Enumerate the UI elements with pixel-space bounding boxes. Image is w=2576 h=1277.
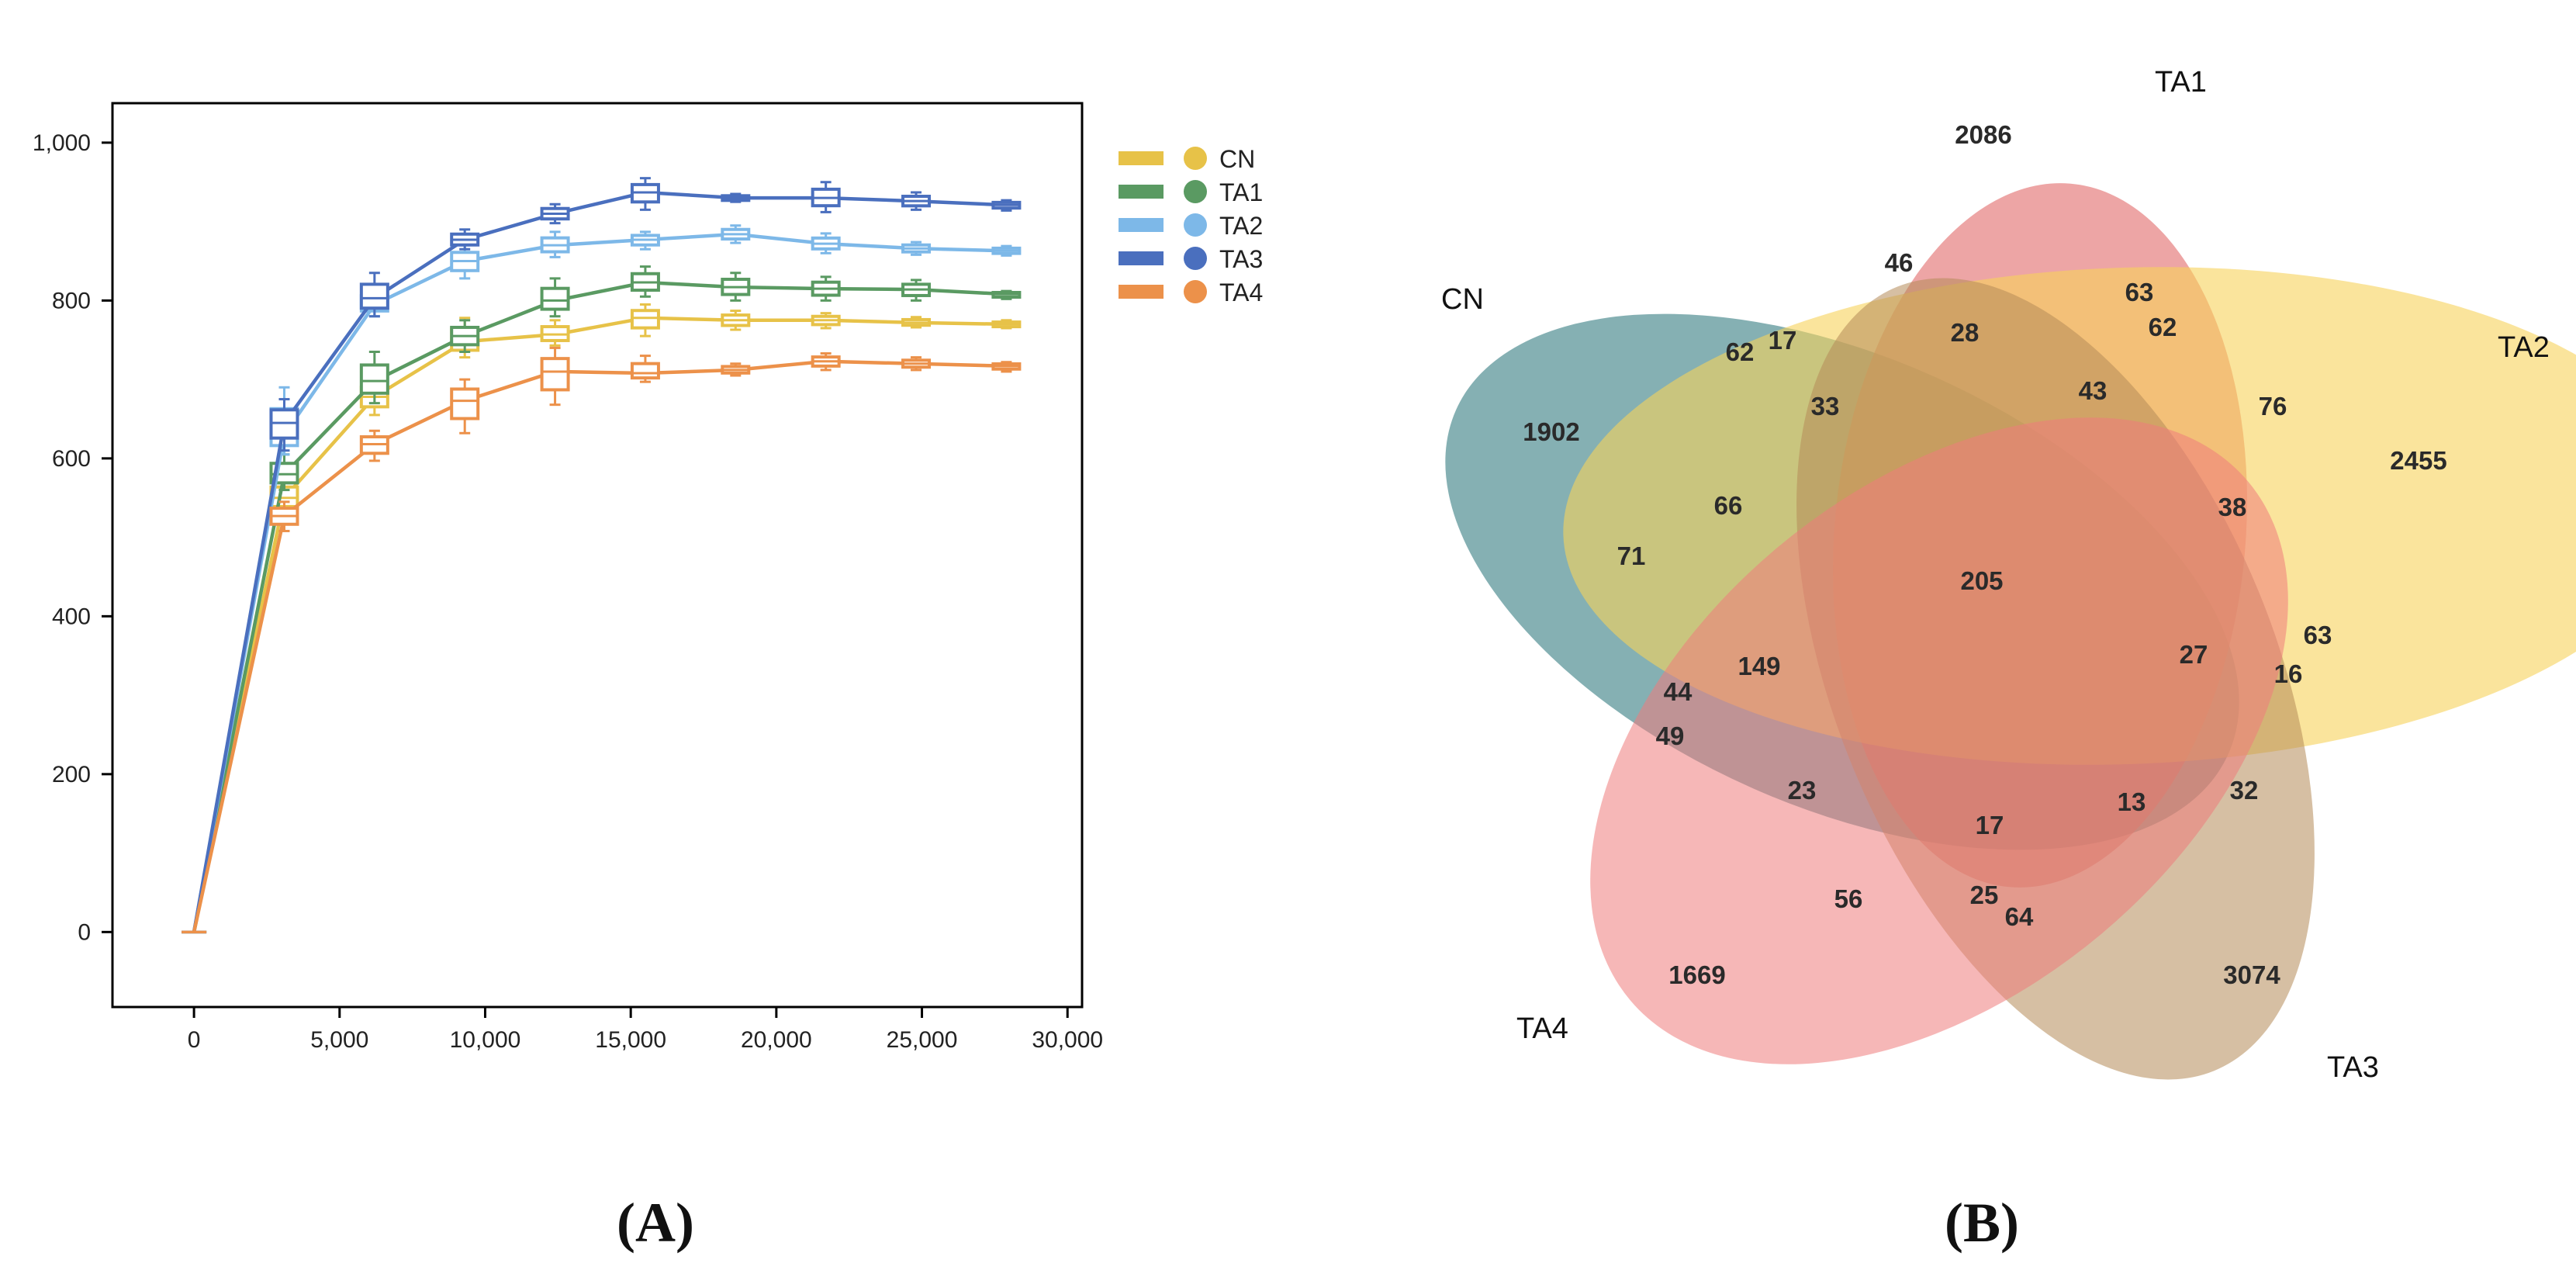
venn-count-region: 63 — [2304, 621, 2332, 649]
venn-count-region: 49 — [1656, 722, 1685, 750]
venn-ellipse-ta4 — [1590, 417, 2288, 1064]
y-axis: 0 200 400 600 800 1,000 — [33, 130, 112, 945]
venn-count-region: 149 — [1738, 652, 1780, 680]
legend-swatch-ta3 — [1119, 251, 1164, 265]
box-ta3 — [359, 282, 389, 310]
venn-label-ta3: TA3 — [2327, 1051, 2379, 1084]
venn-diagram: CN TA1 TA2 TA3 TA4 1902 2086 2455 3074 1… — [1441, 66, 2576, 1254]
legend: CN TA1 TA2 TA3 TA4 — [1119, 145, 1263, 306]
series-ta1 — [182, 265, 1022, 934]
panel-label-b: (B) — [1945, 1192, 2019, 1254]
venn-count-region: 23 — [1788, 776, 1817, 805]
legend-swatch-ta1 — [1119, 185, 1164, 199]
x-tick-label: 20,000 — [741, 1027, 812, 1053]
venn-count-all: 205 — [1960, 566, 2003, 595]
x-tick-label: 30,000 — [1032, 1027, 1103, 1053]
legend-dot-ta2 — [1184, 213, 1207, 237]
venn-count-region: 16 — [2274, 659, 2303, 688]
venn-count-ta3-only: 3074 — [2223, 960, 2280, 989]
plot-frame — [111, 102, 1084, 1009]
venn-count-region: 13 — [2118, 787, 2146, 816]
series-ta3 — [182, 177, 1022, 934]
y-tick-label: 800 — [52, 288, 91, 313]
venn-count-region: 66 — [1714, 491, 1743, 520]
legend-label-cn: CN — [1219, 145, 1255, 173]
legend-swatch-ta2 — [1119, 218, 1164, 232]
legend-item-ta1: TA1 — [1119, 178, 1263, 206]
legend-dot-cn — [1184, 147, 1207, 170]
x-tick-label: 5,000 — [310, 1027, 368, 1053]
series-line-ta3 — [192, 190, 1007, 933]
legend-dot-ta1 — [1184, 180, 1207, 203]
legend-label-ta4: TA4 — [1219, 279, 1263, 306]
legend-item-ta2: TA2 — [1119, 212, 1263, 240]
panel-label-a: (A) — [617, 1192, 694, 1254]
y-tick-label: 400 — [52, 604, 91, 629]
y-tick-label: 1,000 — [33, 130, 91, 156]
box-ta4 — [630, 362, 660, 380]
venn-label-ta4: TA4 — [1516, 1012, 1568, 1045]
series-line-cn — [192, 316, 1007, 933]
x-tick-label: 15,000 — [595, 1027, 666, 1053]
y-tick-label: 600 — [52, 446, 91, 472]
venn-count-region: 64 — [2005, 902, 2034, 931]
venn-count-region: 62 — [2149, 313, 2177, 341]
x-axis: 0 5,000 10,000 15,000 20,000 25,000 30,000 — [188, 1007, 1103, 1053]
y-tick-label: 200 — [52, 762, 91, 787]
venn-count-region: 38 — [2218, 493, 2247, 521]
legend-label-ta1: TA1 — [1219, 178, 1263, 206]
venn-count-region: 63 — [2125, 278, 2154, 306]
legend-label-ta2: TA2 — [1219, 212, 1263, 240]
venn-count-region: 17 — [1976, 811, 2004, 839]
y-tick-label: 0 — [78, 919, 91, 945]
venn-count-region: 56 — [1834, 884, 1863, 913]
venn-count-cn-only: 1902 — [1523, 417, 1579, 446]
venn-count-region: 32 — [2230, 776, 2259, 805]
venn-count-ta4-only: 1669 — [1668, 960, 1725, 989]
venn-count-ta1-only: 2086 — [1955, 120, 2011, 149]
series-line-ta2 — [192, 232, 1007, 933]
venn-label-ta1: TA1 — [2155, 66, 2207, 99]
venn-count-ta2-only: 2455 — [2390, 446, 2446, 475]
legend-item-ta4: TA4 — [1119, 279, 1263, 306]
venn-count-region: 62 — [1726, 337, 1755, 366]
box-ta4 — [540, 357, 570, 392]
venn-count-region: 43 — [2079, 376, 2107, 405]
legend-item-ta3: TA3 — [1119, 245, 1263, 273]
legend-swatch-cn — [1119, 151, 1164, 165]
x-tick-label: 0 — [188, 1027, 201, 1053]
legend-label-ta3: TA3 — [1219, 245, 1263, 273]
legend-item-cn: CN — [1119, 145, 1255, 173]
legend-swatch-ta4 — [1119, 285, 1164, 299]
legend-dot-ta4 — [1184, 280, 1207, 303]
venn-label-cn: CN — [1441, 283, 1484, 316]
venn-label-ta2: TA2 — [2498, 331, 2550, 364]
x-tick-label: 10,000 — [450, 1027, 521, 1053]
series-layer — [182, 177, 1022, 934]
box-ta1 — [359, 363, 389, 395]
venn-count-region: 71 — [1617, 542, 1646, 570]
venn-count-region: 17 — [1769, 326, 1797, 355]
venn-count-region: 27 — [2180, 640, 2208, 669]
series-ta4 — [182, 346, 1022, 934]
rarefaction-chart: 0 5,000 10,000 15,000 20,000 25,000 30,000 0 20… — [33, 102, 1263, 1254]
venn-count-region: 46 — [1885, 248, 1914, 277]
series-line-ta4 — [192, 359, 1007, 933]
venn-count-region: 25 — [1970, 881, 1999, 909]
series-ta2 — [182, 224, 1022, 934]
venn-count-region: 33 — [1811, 392, 1840, 420]
box-ta1 — [540, 286, 570, 311]
box-cn — [630, 309, 660, 330]
box-ta4 — [450, 387, 480, 420]
venn-count-region: 76 — [2259, 392, 2287, 420]
legend-dot-ta3 — [1184, 247, 1207, 270]
venn-count-region: 28 — [1951, 318, 1980, 347]
series-line-ta1 — [192, 280, 1007, 933]
venn-count-region: 44 — [1664, 677, 1693, 706]
x-tick-label: 25,000 — [887, 1027, 958, 1053]
